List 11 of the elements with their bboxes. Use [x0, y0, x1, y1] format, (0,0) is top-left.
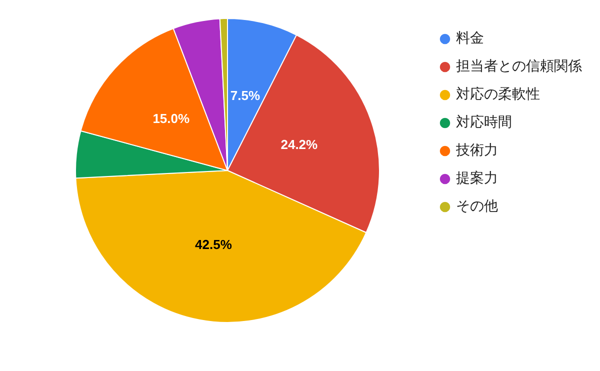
legend-label: 提案力: [456, 170, 498, 187]
legend-label: 担当者との信頼関係: [456, 58, 582, 75]
legend-label: 技術力: [455, 142, 498, 159]
data-label: 24.2%: [280, 136, 318, 152]
legend-label: 対応の柔軟性: [456, 86, 540, 103]
data-label: 7.5%: [230, 88, 260, 104]
legend-label: 対応時間: [456, 114, 512, 131]
legend-label: その他: [456, 198, 498, 215]
data-label: 42.5%: [195, 236, 232, 252]
legend-label: 料金: [456, 30, 484, 47]
data-label: 15.0%: [152, 111, 190, 126]
